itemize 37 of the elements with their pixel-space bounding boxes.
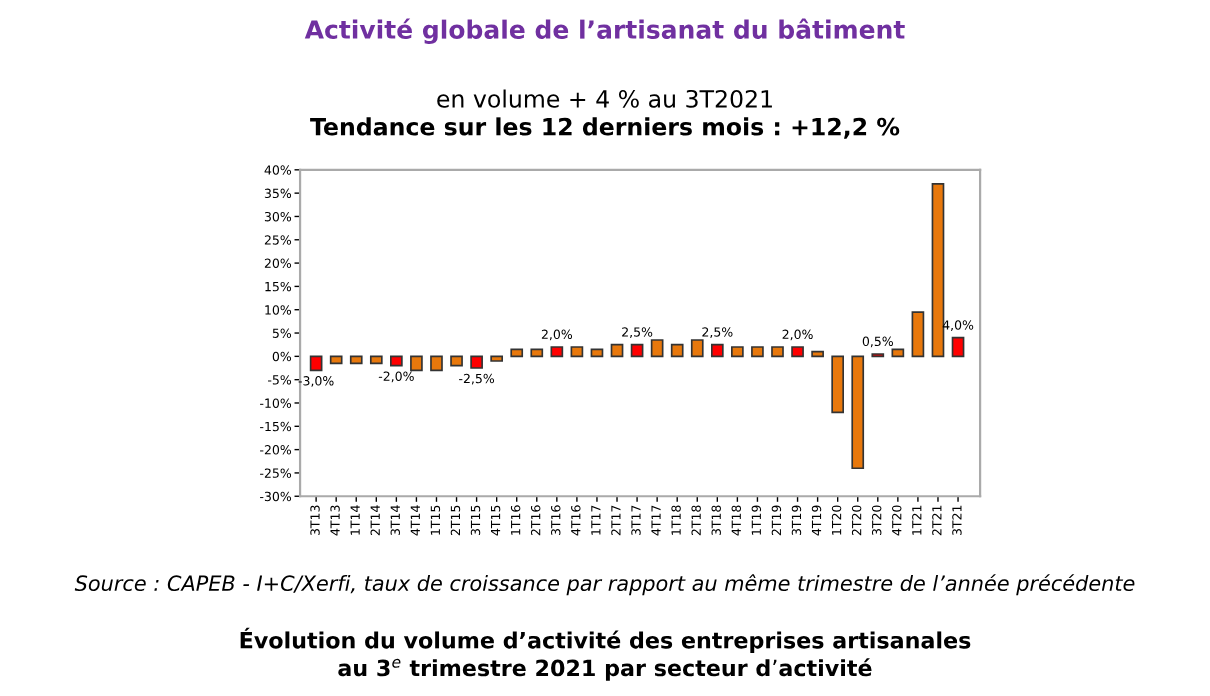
bar: [390, 355, 403, 367]
bar: [851, 355, 865, 470]
bar: [690, 339, 704, 358]
bar: [670, 343, 684, 358]
chart-title: Activité globale de l’artisanat du bâtiment: [304, 18, 905, 45]
bar: [329, 355, 343, 365]
bar: [490, 355, 504, 362]
bar: [731, 346, 744, 358]
bar: [309, 355, 323, 372]
bar: [791, 346, 804, 358]
bar: [550, 346, 564, 358]
bar: [630, 343, 644, 358]
bar: [650, 339, 664, 358]
text: Tendance sur les 12 derniers mois : +12,2 %: [310, 117, 900, 139]
bar: [349, 355, 363, 365]
text: Évolution du volume d’activité des entreprises artisanales au 3$^{e}$ trimestre 2021 par secteur d’activité: [240, 627, 971, 681]
bar: [831, 355, 845, 414]
bar: [951, 336, 965, 358]
bar: [590, 348, 604, 358]
bar: [450, 355, 463, 367]
bar: [610, 343, 624, 358]
bar: [710, 343, 724, 358]
bar: [891, 348, 905, 358]
bar: [911, 311, 925, 358]
bar: [369, 355, 383, 365]
bar: [410, 355, 423, 372]
bar: [470, 355, 483, 369]
chart-subtitle: en volume + 4 % au 3T2021: [437, 89, 772, 108]
bar: [510, 348, 524, 358]
bar: [751, 346, 764, 358]
bar: [570, 346, 584, 358]
bar: [931, 182, 945, 358]
bar: [530, 348, 544, 358]
bar: [430, 355, 443, 372]
bar: [811, 350, 824, 358]
source-note: Source : CAPEB - I+C/Xerfi, taux de croissance par rapport au même trimestre de l’année précédente: [74, 574, 1135, 596]
bar: [771, 346, 784, 358]
